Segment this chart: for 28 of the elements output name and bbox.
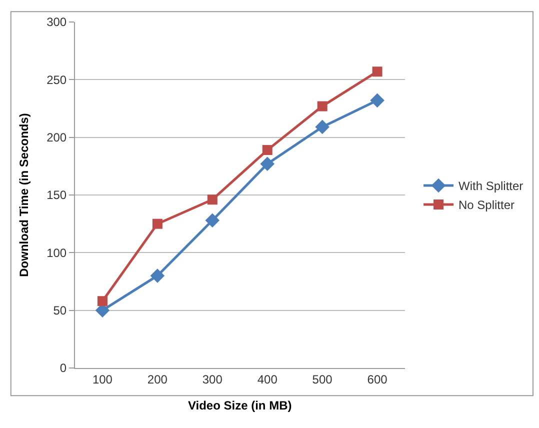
y-tick-label: 250 [46, 72, 67, 87]
x-tick-label: 200 [147, 372, 168, 386]
point [370, 93, 384, 108]
x-tick-label: 600 [367, 372, 388, 386]
x-tick-label: 300 [202, 372, 223, 386]
point [317, 101, 328, 112]
x-axis-title: Video Size (in MB) [188, 398, 292, 412]
point [150, 268, 165, 283]
point [207, 194, 218, 205]
point [152, 218, 162, 229]
point [260, 156, 275, 172]
y-tick-label: 100 [46, 246, 67, 260]
y-tick-label: 50 [53, 304, 67, 318]
y-tick-label: 150 [46, 188, 67, 202]
y-tick-label: 0 [60, 361, 67, 376]
x-tick-label: 400 [257, 372, 278, 386]
point [372, 66, 382, 77]
x-tick-label: 100 [92, 372, 113, 386]
point [315, 120, 330, 134]
legend-label: With Splitter [458, 179, 524, 194]
point [205, 213, 220, 228]
y-axis-title: Download Time (in Seconds) [16, 113, 31, 277]
y-tick-label: 300 [46, 15, 67, 30]
y-tick-label: 200 [46, 130, 67, 145]
point [262, 145, 272, 156]
point [97, 296, 108, 306]
legend-label: No Splitter [458, 198, 515, 212]
x-tick-label: 500 [312, 372, 333, 386]
